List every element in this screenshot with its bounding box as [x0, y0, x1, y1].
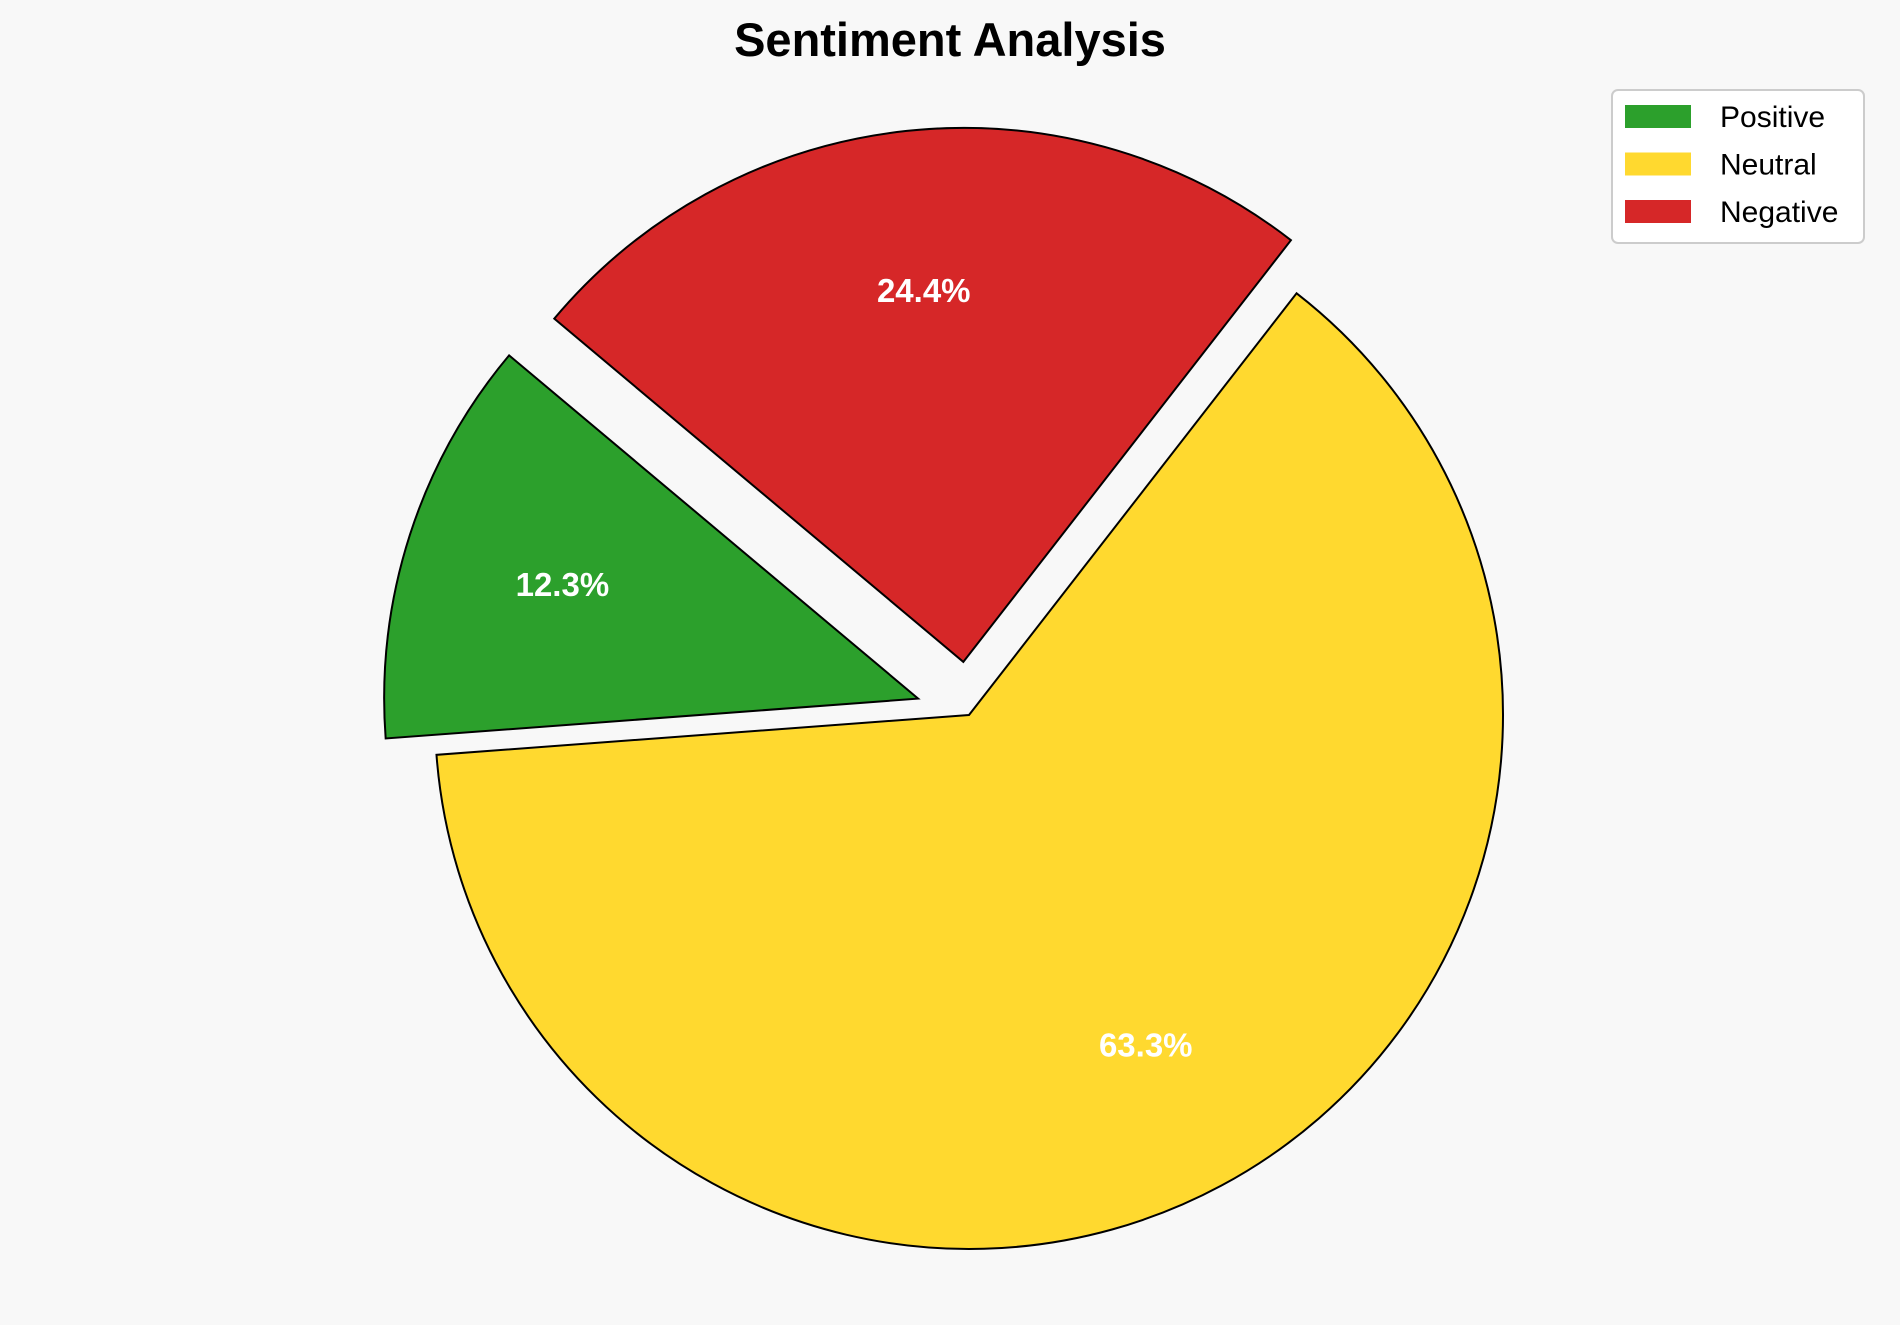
wedge-positive	[383, 353, 921, 740]
chart-title: Sentiment Analysis	[734, 13, 1166, 66]
pie-labels: 12.3% 63.3% 24.4%	[516, 272, 1193, 1063]
pct-label-negative: 24.4%	[877, 272, 971, 309]
wedge-negative	[552, 126, 1293, 664]
pct-label-positive: 12.3%	[516, 566, 610, 603]
legend-label-positive: Positive	[1720, 101, 1825, 134]
legend-label-neutral: Neutral	[1720, 149, 1817, 182]
legend-swatch-negative	[1625, 200, 1691, 223]
pie-wedges	[383, 126, 1504, 1250]
pct-label-neutral: 63.3%	[1099, 1026, 1193, 1063]
legend: Positive Neutral Negative	[1611, 89, 1865, 244]
legend-swatch-neutral	[1625, 152, 1691, 176]
legend-label-negative: Negative	[1720, 196, 1838, 229]
legend-swatch-positive	[1625, 105, 1691, 128]
wedge-neutral	[435, 291, 1504, 1250]
